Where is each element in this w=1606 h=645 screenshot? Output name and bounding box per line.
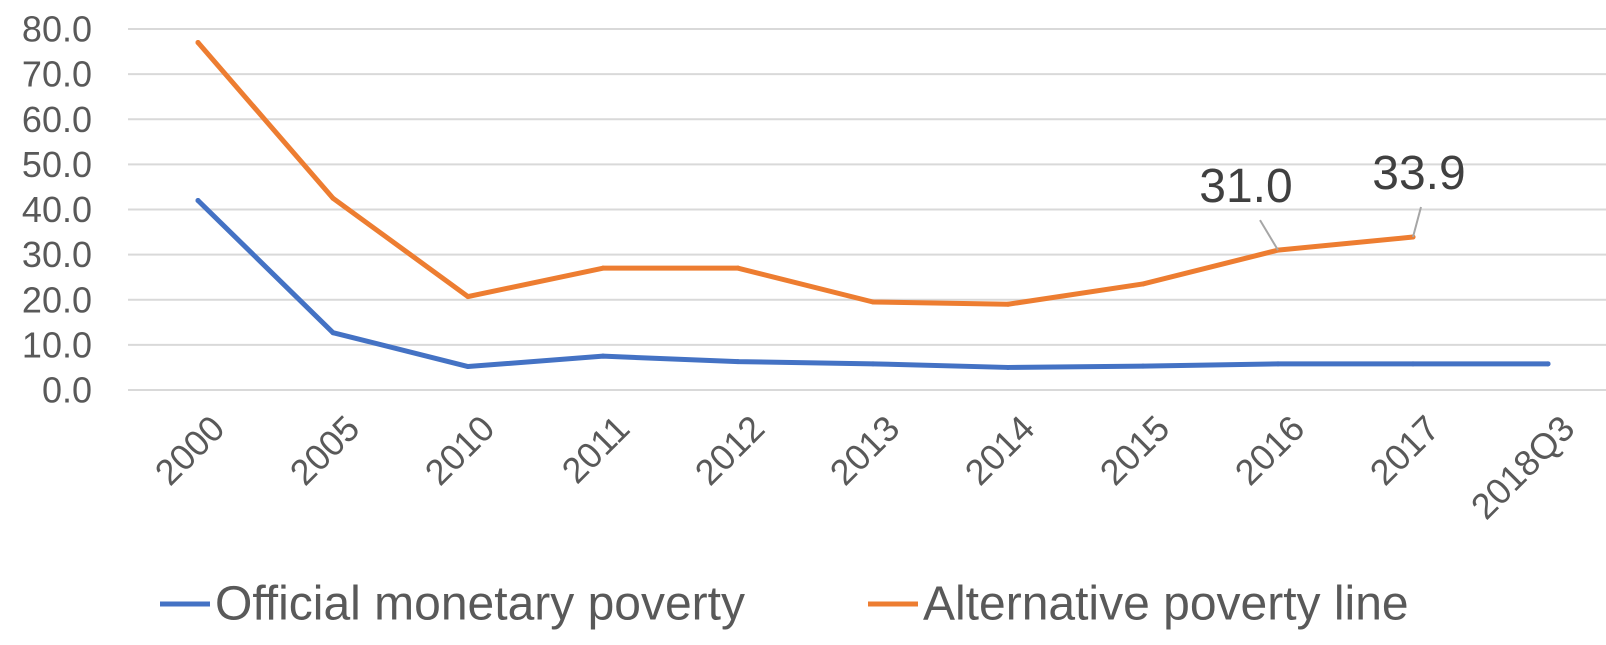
x-tick-label: 2018Q3 xyxy=(1463,407,1583,527)
data-label-leader xyxy=(1412,206,1422,238)
legend-label: Official monetary poverty xyxy=(215,578,745,631)
x-tick-label: 2013 xyxy=(822,407,908,493)
x-tick-label: 2014 xyxy=(957,407,1043,493)
data-point xyxy=(1140,363,1146,369)
data-point xyxy=(1005,301,1011,307)
y-tick-label: 60.0 xyxy=(22,99,92,140)
x-tick-label: 2017 xyxy=(1362,407,1448,493)
x-tick-label: 2010 xyxy=(417,407,503,493)
data-point xyxy=(600,265,606,271)
series-line-0 xyxy=(195,197,1551,370)
x-tick-label: 2012 xyxy=(687,407,773,493)
data-label: 31.0 xyxy=(1199,160,1292,213)
data-point xyxy=(735,359,741,365)
y-tick-label: 20.0 xyxy=(22,279,92,320)
data-label-leader xyxy=(1259,219,1279,251)
series-lines xyxy=(195,40,1551,370)
y-tick-label: 80.0 xyxy=(22,9,92,50)
data-point xyxy=(465,364,471,370)
y-tick-label: 50.0 xyxy=(22,144,92,185)
series-line-1 xyxy=(195,40,1416,307)
data-label: 33.9 xyxy=(1372,147,1465,200)
data-point xyxy=(870,361,876,367)
data-point xyxy=(465,294,471,300)
x-axis: 2000 2005 2010 2011 2012 2013 2014 2015 2016 2017… xyxy=(147,407,1583,527)
y-axis: 0.0 10.020.030.040.050.060.070.080.0 xyxy=(22,9,92,411)
x-tick-label: 2000 xyxy=(147,407,233,493)
x-tick-label: 2015 xyxy=(1092,407,1178,493)
x-tick-label: 2016 xyxy=(1227,407,1313,493)
data-point xyxy=(195,197,201,203)
data-labels: 31.0 33.9 xyxy=(1199,147,1466,251)
data-point xyxy=(735,265,741,271)
x-tick-label: 2005 xyxy=(282,407,368,493)
data-point xyxy=(1140,281,1146,287)
data-point xyxy=(1410,361,1416,367)
data-point xyxy=(1545,361,1551,367)
data-point xyxy=(870,299,876,305)
y-tick-label: 30.0 xyxy=(22,234,92,275)
data-point xyxy=(1275,361,1281,367)
y-tick-label: 0.0 xyxy=(42,370,92,411)
data-point xyxy=(600,353,606,359)
data-point xyxy=(330,195,336,201)
data-point xyxy=(1005,364,1011,370)
data-point xyxy=(330,330,336,336)
x-tick-label: 2011 xyxy=(554,407,638,491)
y-tick-label: 40.0 xyxy=(22,189,92,230)
y-tick-label: 10.0 xyxy=(22,324,92,365)
y-tick-label: 70.0 xyxy=(22,54,92,95)
data-point xyxy=(195,40,201,46)
legend-label: Alternative poverty line xyxy=(923,578,1409,631)
legend: Official monetary poverty Alternative pov… xyxy=(160,578,1409,631)
